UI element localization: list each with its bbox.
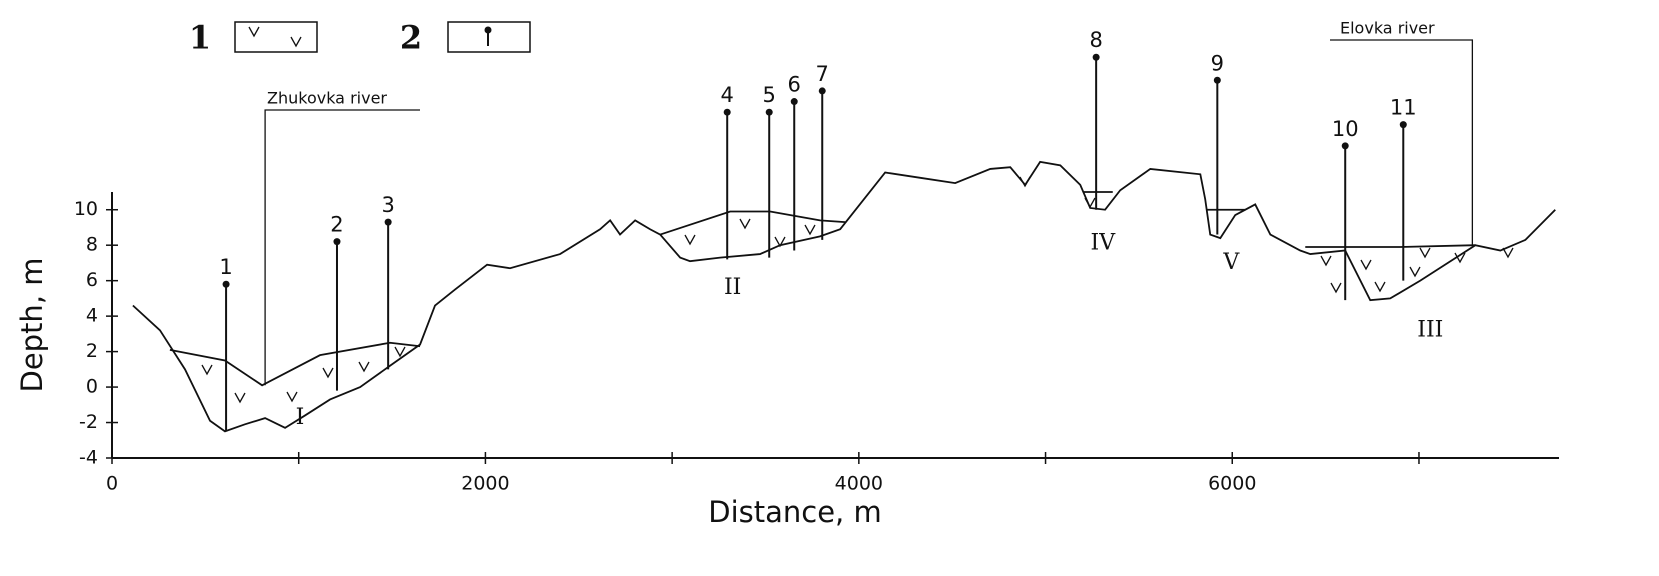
y-tick-label: -2 xyxy=(79,411,98,433)
borehole-head xyxy=(384,218,392,226)
legend-borehole-head xyxy=(484,26,492,34)
terrain-profile xyxy=(132,160,1556,433)
borehole-label: 5 xyxy=(763,83,776,107)
borehole-label: 10 xyxy=(1332,117,1359,141)
borehole-label: 7 xyxy=(816,62,829,86)
borehole-head xyxy=(1213,76,1221,84)
peat-symbol xyxy=(739,218,751,230)
y-tick-label: 0 xyxy=(86,376,98,398)
legend-swatch xyxy=(234,21,318,53)
peat-symbol xyxy=(1320,255,1332,267)
peat-symbol xyxy=(804,224,816,236)
borehole-label: 2 xyxy=(330,213,343,237)
peat-symbol xyxy=(684,234,696,246)
borehole-head xyxy=(222,280,230,288)
lens-label: III xyxy=(1417,317,1443,342)
peat-symbol xyxy=(1084,197,1096,209)
lens-label: IV xyxy=(1091,230,1117,255)
river-leader xyxy=(1330,39,1474,246)
borehole-head xyxy=(1092,53,1100,61)
peat-symbol xyxy=(1374,281,1386,293)
lens-label: V xyxy=(1222,250,1240,275)
borehole-head xyxy=(1341,142,1349,150)
borehole-head xyxy=(765,108,773,116)
borehole-label: 4 xyxy=(721,83,734,107)
lens-label: I xyxy=(296,405,305,430)
river-label: Elovka river xyxy=(1340,19,1435,38)
y-tick-label: 6 xyxy=(86,269,98,291)
borehole-label: 1 xyxy=(219,255,232,279)
x-tick-label: 2000 xyxy=(461,473,509,495)
x-tick-label: 6000 xyxy=(1208,473,1256,495)
y-tick-label: 8 xyxy=(86,234,98,256)
borehole-head xyxy=(790,98,798,106)
borehole-label: 11 xyxy=(1390,96,1417,120)
peat-symbol xyxy=(322,367,334,379)
y-axis-label: Depth, m xyxy=(15,257,49,392)
lens-top xyxy=(659,210,846,236)
peat-symbol xyxy=(1419,247,1431,259)
borehole-head xyxy=(1399,121,1407,129)
borehole-label: 3 xyxy=(381,193,394,217)
river-label: Zhukovka river xyxy=(267,89,387,108)
peat-symbol xyxy=(248,26,260,38)
x-tick-label: 4000 xyxy=(835,473,883,495)
peat-symbol xyxy=(1454,252,1466,264)
legend-label: 2 xyxy=(400,19,422,57)
y-tick-label: 10 xyxy=(74,198,98,220)
peat-symbol xyxy=(358,361,370,373)
peat-symbol xyxy=(234,392,246,404)
peat-symbol xyxy=(201,364,213,376)
peat-symbol xyxy=(286,391,298,403)
x-axis-label: Distance, m xyxy=(708,495,882,529)
lens-label: II xyxy=(724,275,741,300)
y-tick-label: -4 xyxy=(79,447,98,469)
peat-symbol xyxy=(394,346,406,358)
x-tick-label: 0 xyxy=(106,473,118,495)
peat-symbol xyxy=(1360,259,1372,271)
peat-symbol xyxy=(290,36,302,48)
peat-symbol xyxy=(1019,176,1031,188)
borehole-label: 6 xyxy=(788,73,801,97)
borehole-head xyxy=(818,87,826,95)
peat-symbol xyxy=(1330,282,1342,294)
peat-symbol xyxy=(1502,247,1514,259)
peat-symbol xyxy=(774,236,786,248)
y-tick-label: 4 xyxy=(86,305,98,327)
borehole-label: 8 xyxy=(1089,28,1102,52)
river-leader xyxy=(264,109,420,386)
borehole-head xyxy=(723,108,731,116)
peat-symbol xyxy=(1409,266,1421,278)
lens-top xyxy=(1305,244,1476,248)
legend-label: 1 xyxy=(189,19,211,57)
borehole-head xyxy=(333,238,341,246)
y-tick-label: 2 xyxy=(86,340,98,362)
borehole-label: 9 xyxy=(1211,51,1224,75)
lens-top xyxy=(169,341,421,387)
